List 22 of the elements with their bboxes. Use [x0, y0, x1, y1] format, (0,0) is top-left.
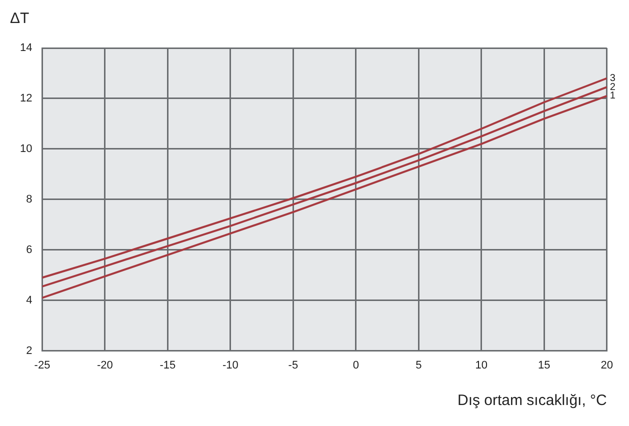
x-tick-label: -25	[34, 359, 50, 372]
series-label: 2	[610, 82, 616, 93]
x-tick-label: 20	[600, 359, 614, 372]
series-label: 3	[610, 73, 616, 84]
y-tick-label: 6	[26, 244, 32, 256]
x-tick-label: 10	[475, 359, 488, 372]
y-tick-label: 12	[20, 92, 32, 104]
series-label: 1	[610, 90, 616, 102]
x-axis-title: Dış ortam sıcaklığı, °C	[458, 392, 608, 410]
x-tick-label: 15	[538, 359, 550, 372]
y-tick-label: 4	[26, 294, 32, 306]
y-axis-title: ΔT	[10, 10, 30, 27]
x-tick-label: -20	[97, 359, 113, 372]
y-tick-label: 8	[26, 193, 32, 206]
y-tick-label: 14	[20, 42, 32, 54]
y-tick-label: 2	[26, 344, 32, 357]
y-tick-label: 10	[20, 142, 32, 155]
x-tick-label: -5	[288, 359, 298, 372]
x-tick-label: 0	[352, 359, 359, 372]
x-tick-label: 5	[416, 359, 422, 372]
x-tick-label: -10	[222, 359, 238, 372]
x-tick-label: -15	[160, 359, 176, 372]
